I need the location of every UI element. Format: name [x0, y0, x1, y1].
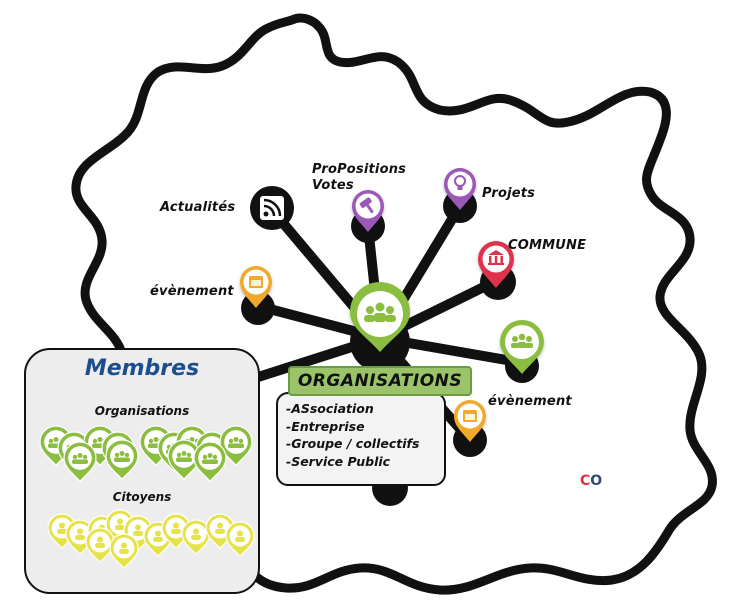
organisation-pin-right[interactable]: [500, 320, 544, 374]
citoyen-member-pin: [225, 521, 255, 558]
label-propositions-votes: ProPositions Votes: [312, 162, 407, 193]
label-evenement-right: évènement: [488, 394, 572, 409]
membres-pins: [39, 425, 255, 570]
org-type-item: -Entreprise: [286, 418, 365, 434]
gavel-icon: [359, 197, 374, 214]
group-icon: [364, 302, 396, 322]
logo-o: O: [590, 473, 603, 489]
org-type-item: -ASsociation: [286, 401, 374, 416]
citoyen-member-pin: [181, 519, 211, 556]
projets-pin[interactable]: [444, 168, 476, 210]
rss-icon: [260, 196, 284, 220]
membres-organisations-label: Organisations: [94, 404, 190, 418]
calendar-icon: [249, 276, 263, 288]
organisation-member-pin: [105, 439, 139, 481]
label-actualites: Actualités: [160, 200, 236, 215]
organisation-member-pin: [193, 441, 227, 483]
organisations-types-list: -ASsociation -Entreprise -Groupe / colle…: [276, 392, 446, 486]
commune-pin[interactable]: [478, 241, 514, 288]
organisation-member-pin: [219, 425, 253, 467]
organisations-banner: ORGANISATIONS: [288, 366, 472, 396]
evenement-left-pin[interactable]: [240, 266, 272, 308]
territory-outline: [71, 13, 717, 595]
membres-citoyens-label: Citoyens: [112, 490, 172, 504]
calendar-icon: [463, 410, 477, 422]
evenement-right-pin[interactable]: [454, 400, 486, 442]
organisation-member-pin: [63, 441, 97, 483]
label-commune: COMMUNE: [508, 238, 587, 253]
co-logo: CO: [580, 473, 602, 489]
actualites-node[interactable]: [250, 186, 294, 230]
lightbulb-icon: [454, 175, 466, 190]
membres-panel: Membres Organisations Citoyens: [24, 348, 260, 594]
propositions-pin[interactable]: [352, 190, 384, 232]
label-evenement-left: évènement: [150, 284, 234, 299]
label-projets: Projets: [482, 186, 536, 201]
membres-title: Membres: [84, 356, 200, 381]
org-type-item: -Groupe / collectifs: [286, 436, 420, 451]
citoyen-member-pin: [85, 527, 115, 564]
citoyen-member-pin: [47, 513, 77, 550]
org-type-item: -Service Public: [286, 453, 391, 469]
central-organisation-pin[interactable]: [350, 282, 410, 352]
group-icon: [511, 333, 533, 348]
bank-icon: [488, 250, 504, 265]
logo-c: C: [580, 473, 591, 489]
citoyen-member-pin: [109, 533, 139, 570]
